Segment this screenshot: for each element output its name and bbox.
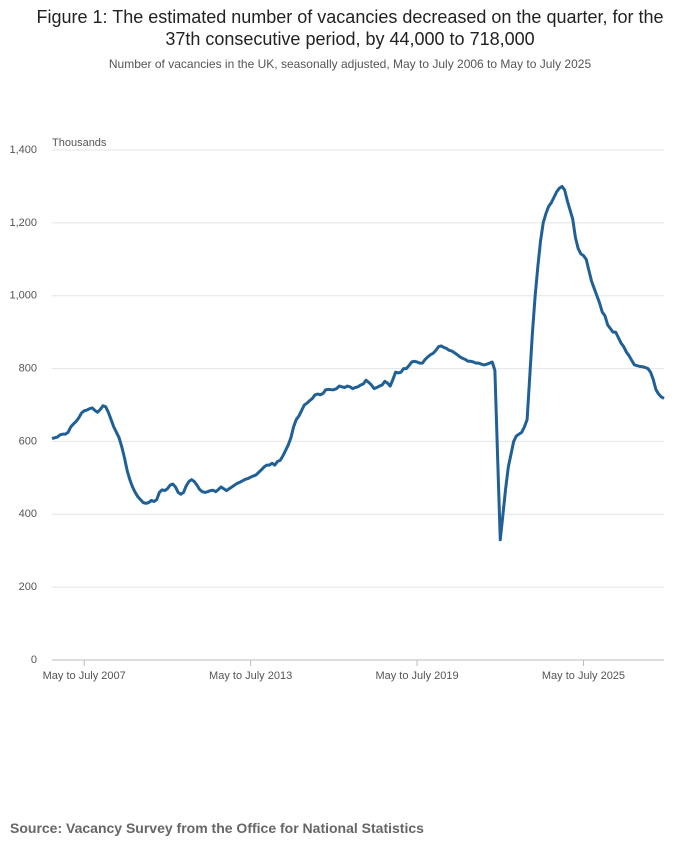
x-tick-label: May to July 2007 — [43, 670, 126, 682]
x-tick-label: May to July 2025 — [542, 670, 625, 682]
y-axis-label: Thousands — [52, 137, 107, 149]
chart: Thousands 0 200 400 600 800 1,000 1,200 1,400 Ma… — [9, 137, 665, 682]
line — [51, 184, 665, 542]
x-tick-label: May to July 2019 — [375, 670, 458, 682]
chart-subtitle: Number of vacancies in the UK, seasonall… — [108, 57, 592, 71]
y-tick-label: 1,000 — [9, 290, 37, 302]
y-tick-label: 200 — [19, 581, 37, 593]
y-tick-label: 1,400 — [9, 144, 37, 156]
y-tick-label: 400 — [19, 508, 37, 520]
y-tick-label: 600 — [19, 435, 37, 447]
source: Source: Vacancy Survey from the Office f… — [10, 820, 424, 836]
chart-title: Figure 1: The estimated number of vacanc… — [36, 7, 664, 49]
y-tick-label: 800 — [19, 362, 37, 374]
x-tick-label: May to July 2013 — [209, 670, 292, 682]
y-tick-label: 1,200 — [9, 217, 37, 229]
y-tick-label: 0 — [31, 654, 37, 666]
